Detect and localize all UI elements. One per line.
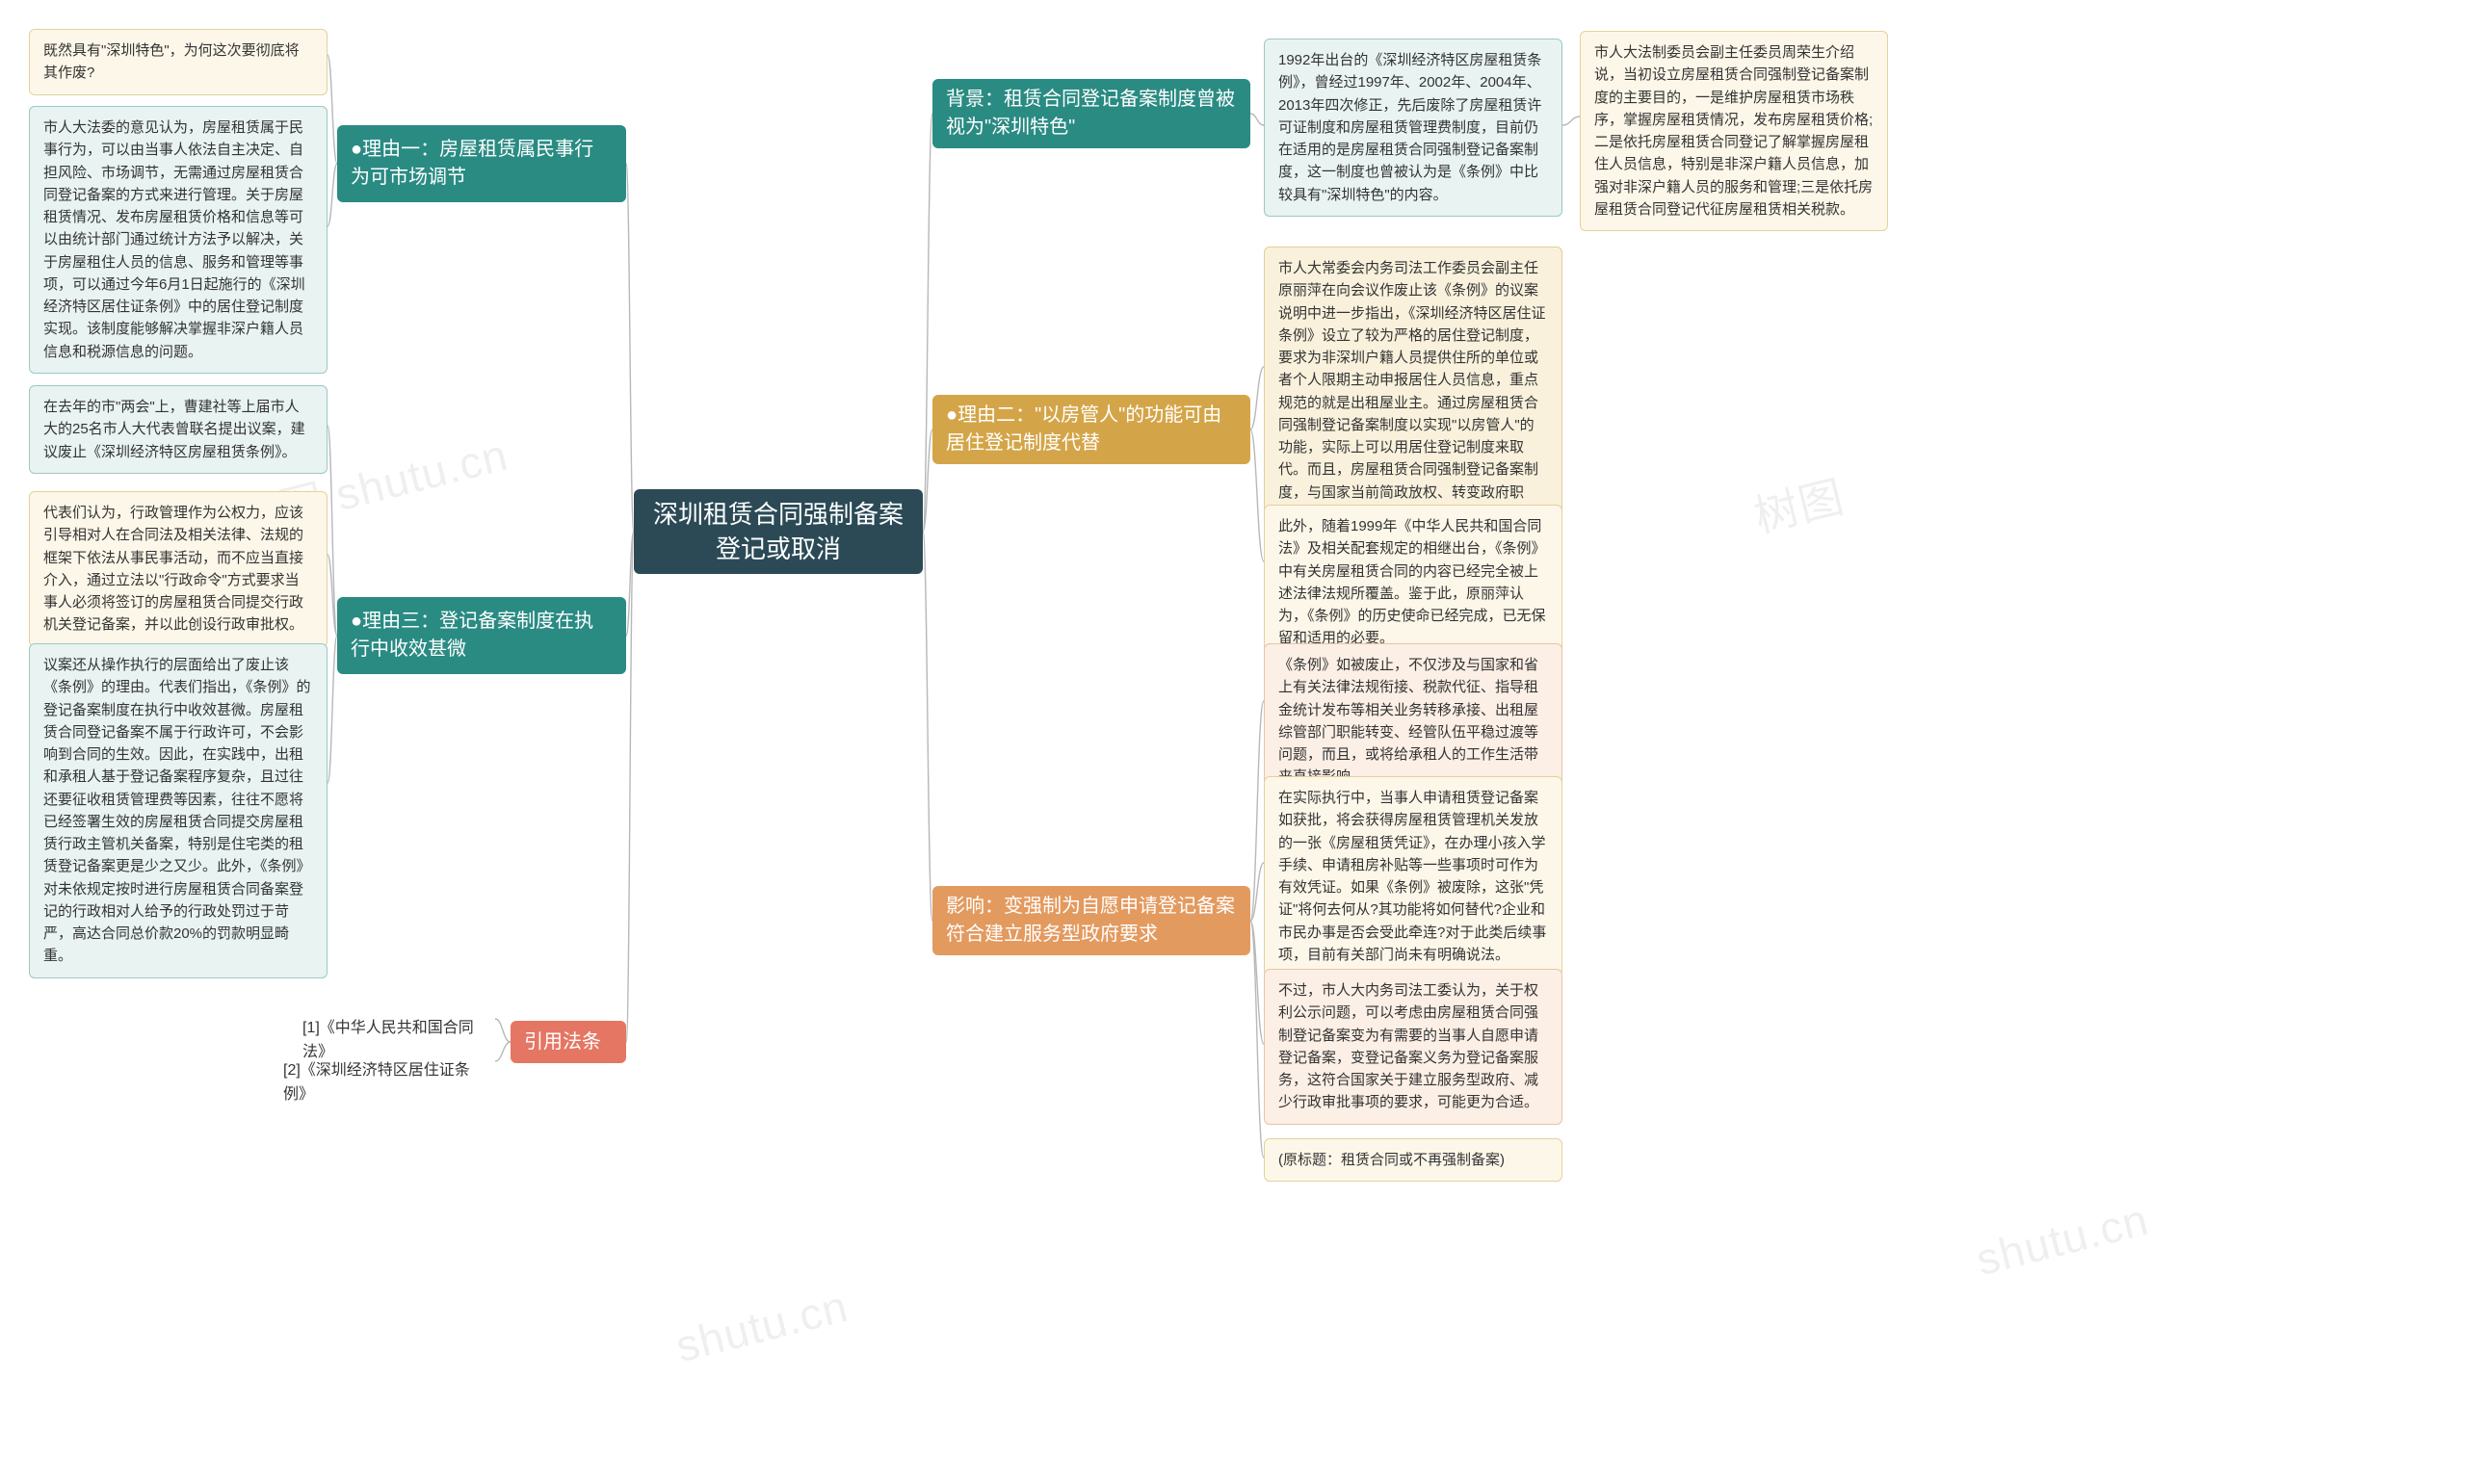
branch-r2: ●理由二："以房管人"的功能可由居住登记制度代替	[932, 395, 1250, 464]
branch-r1: ●理由一：房屋租赁属民事行为可市场调节	[337, 125, 626, 202]
leaf-r1a: 既然具有"深圳特色"，为何这次要彻底将其作废?	[29, 29, 328, 95]
leaf-im2: 在实际执行中，当事人申请租赁登记备案如获批，将会获得房屋租赁管理机关发放的一张《…	[1264, 776, 1562, 976]
leaf-bg1s: 市人大法制委员会副主任委员周荣生介绍说，当初设立房屋租赁合同强制登记备案制度的主…	[1580, 31, 1888, 231]
citation-c2: [2]《深圳经济特区居住证条例》	[270, 1050, 495, 1117]
watermark: 树图	[1746, 462, 1850, 546]
leaf-im3: 不过，市人大内务司法工委认为，关于权利公示问题，可以考虑由房屋租赁合同强制登记备…	[1264, 969, 1562, 1125]
branch-r3: ●理由三：登记备案制度在执行中收效甚微	[337, 597, 626, 674]
leaf-r2b: 此外，随着1999年《中华人民共和国合同法》及相关配套规定的相继出台，《条例》中…	[1264, 505, 1562, 661]
root-node: 深圳租赁合同强制备案登记或取消	[634, 489, 923, 574]
watermark: shutu.cn	[1971, 1193, 2154, 1286]
leaf-r3b: 代表们认为，行政管理作为公权力，应该引导相对人在合同法及相关法律、法规的框架下依…	[29, 491, 328, 647]
leaf-r3c: 议案还从操作执行的层面给出了废止该《条例》的理由。代表们指出，《条例》的登记备案…	[29, 643, 328, 978]
watermark: shutu.cn	[670, 1280, 853, 1372]
leaf-bg1: 1992年出台的《深圳经济特区房屋租赁条例》，曾经过1997年、2002年、20…	[1264, 39, 1562, 217]
branch-bg: 背景：租赁合同登记备案制度曾被视为"深圳特色"	[932, 79, 1250, 148]
leaf-im4: (原标题：租赁合同或不再强制备案)	[1264, 1138, 1562, 1182]
branch-cite: 引用法条	[511, 1021, 626, 1063]
branch-impact: 影响：变强制为自愿申请登记备案符合建立服务型政府要求	[932, 886, 1250, 955]
leaf-r3a: 在去年的市"两会"上，曹建社等上届市人大的25名市人大代表曾联名提出议案，建议废…	[29, 385, 328, 474]
leaf-r1b: 市人大法委的意见认为，房屋租赁属于民事行为，可以由当事人依法自主决定、自担风险、…	[29, 106, 328, 374]
